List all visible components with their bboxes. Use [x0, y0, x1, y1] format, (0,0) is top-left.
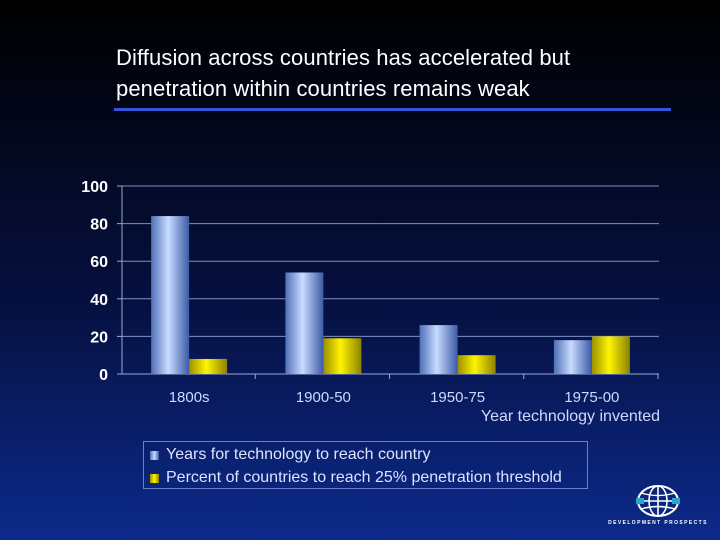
legend-item-percent: Percent of countries to reach 25% penetr…	[150, 468, 562, 488]
y-tick-label-3: 60	[90, 254, 108, 271]
bar-chart: 0 20 40 60 80 100 1800s 1900-50 1950-75 1975-00 Y…	[81, 179, 660, 425]
y-tick-label-1: 20	[90, 329, 108, 346]
y-tick-label-0: 0	[99, 367, 108, 384]
bar-years-1975-00	[553, 340, 592, 374]
legend-label-percent: Percent of countries to reach 25% penetr…	[166, 469, 562, 486]
bar-percent-1950-75	[457, 355, 496, 374]
title-line-1: Diffusion across countries has accelerat…	[116, 45, 571, 70]
bar-percent-1800s	[189, 358, 228, 374]
y-tick-label-4: 80	[90, 217, 108, 234]
legend-label-years: Years for technology to reach country	[166, 446, 431, 463]
x-tick-label-3: 1975-00	[564, 389, 619, 406]
title-line-2: penetration within countries remains wea…	[116, 76, 530, 101]
title-underline	[114, 108, 671, 111]
logo-text: DEVELOPMENT PROSPECTS	[608, 520, 708, 526]
legend-item-years: Years for technology to reach country	[150, 445, 430, 465]
slide-title: Diffusion across countries has accelerat…	[116, 42, 696, 104]
y-tick-label-2: 40	[90, 292, 108, 309]
bar-percent-1975-00	[591, 336, 630, 374]
x-tick-label-2: 1950-75	[430, 389, 485, 406]
y-tick-label-5: 100	[81, 179, 108, 196]
legend-swatch-blue	[150, 450, 159, 460]
x-axis-title: Year technology invented	[481, 408, 660, 425]
x-tick-label-0: 1800s	[169, 389, 210, 406]
development-prospects-logo: DEVELOPMENT PROSPECTS	[606, 484, 710, 530]
bar-years-1900-50	[285, 272, 324, 374]
globe-icon	[636, 485, 680, 517]
bar-years-1950-75	[419, 325, 458, 374]
chart-legend: Years for technology to reach country Pe…	[143, 441, 588, 489]
bar-percent-1900-50	[323, 338, 362, 374]
legend-swatch-yellow	[150, 473, 159, 483]
x-tick-label-1: 1900-50	[296, 389, 351, 406]
bar-years-1800s	[151, 216, 190, 374]
